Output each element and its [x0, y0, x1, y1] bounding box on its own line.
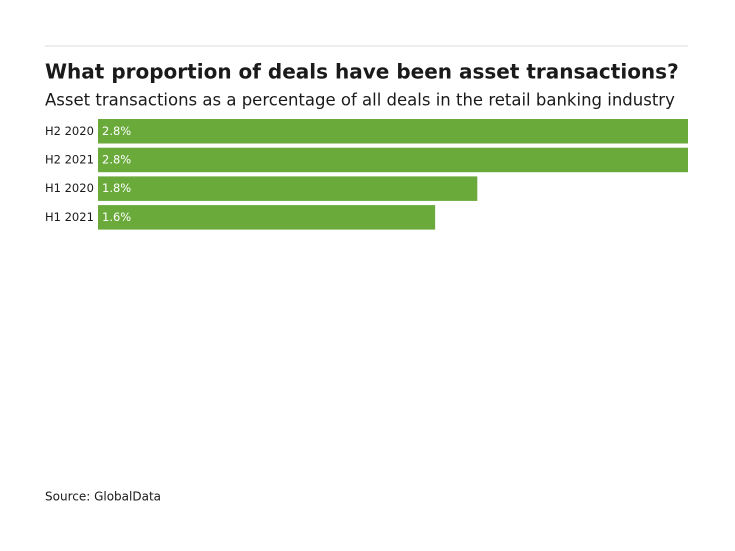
- value-label: 2.8%: [102, 152, 131, 166]
- value-label: 1.8%: [102, 181, 131, 195]
- value-label: 2.8%: [102, 124, 131, 138]
- source: Source: GlobalData: [45, 490, 161, 504]
- chart-title: What proportion of deals have been asset…: [45, 60, 679, 84]
- category-label: H2 2021: [45, 152, 94, 166]
- bar: [98, 147, 688, 173]
- value-label: 1.6%: [102, 210, 131, 224]
- category-label: H2 2020: [45, 124, 94, 138]
- category-label: H1 2021: [45, 210, 94, 224]
- bar: [98, 205, 436, 230]
- category-label: H1 2020: [45, 181, 94, 195]
- bar: [98, 176, 478, 201]
- chart-subtitle: Asset transactions as a percentage of al…: [45, 91, 675, 110]
- bar: [98, 119, 688, 144]
